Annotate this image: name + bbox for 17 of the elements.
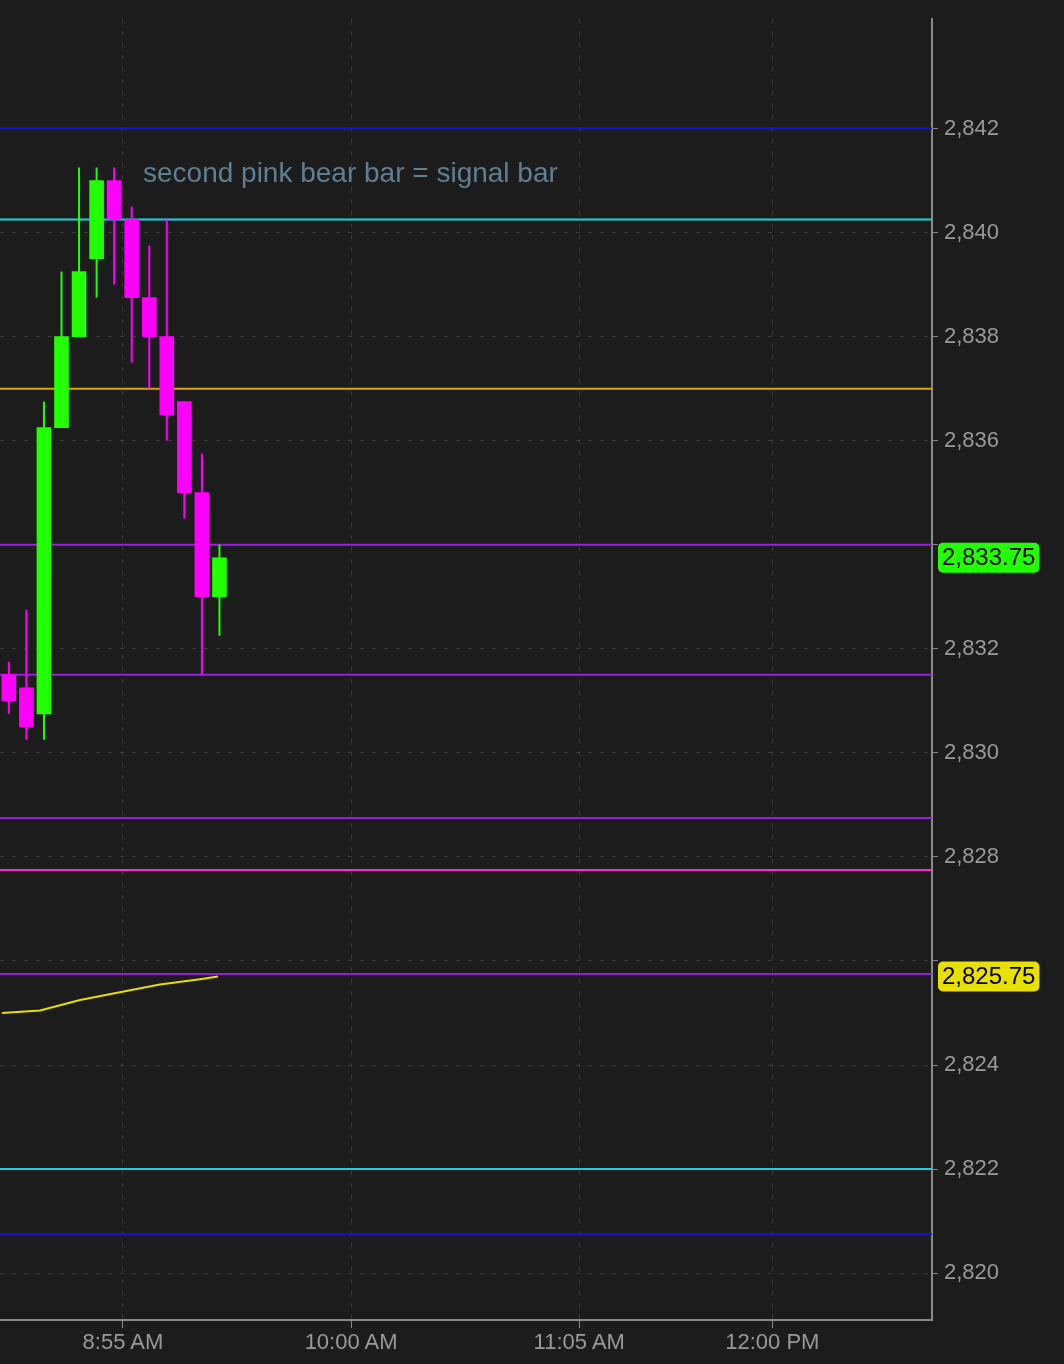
y-tick-label: 2,838 [944, 322, 1000, 348]
x-tick-label: 11:05 AM [533, 1329, 625, 1355]
x-tick-label: 8:55 AM [82, 1329, 164, 1355]
text: 2,825.75 [942, 962, 1036, 990]
y-tick-label: 2,820 [944, 1259, 1000, 1285]
y-tick-label: 2,840 [944, 218, 1000, 244]
y-tick-label: 2,842 [944, 114, 1000, 140]
x-tick-label: 10:00 AM [304, 1329, 398, 1355]
y-tick-label: 2,830 [944, 738, 1000, 764]
y-tick-label: 2,828 [944, 842, 1000, 868]
x-tick-label: 12:00 PM [725, 1329, 820, 1355]
y-tick-label: 2,832 [944, 634, 1000, 660]
annotation: second pink bear bar = signal bar [143, 156, 558, 188]
y-tick-label: 2,824 [944, 1051, 1000, 1077]
y-tick-label: 2,836 [944, 426, 1000, 452]
text: 2,833.75 [942, 543, 1036, 571]
y-tick-label: 2,822 [944, 1155, 1000, 1181]
